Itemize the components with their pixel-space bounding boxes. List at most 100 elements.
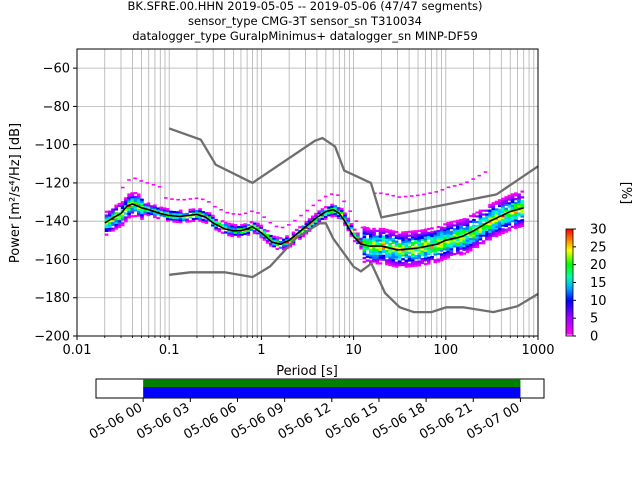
heatmap-cell [217, 228, 222, 231]
heatmap-cell [507, 202, 512, 205]
heatmap-cell [420, 233, 425, 236]
heatmap-cell [491, 232, 496, 235]
heatmap-cell [388, 233, 392, 236]
heatmap-cell [156, 213, 160, 216]
heatmap-cell [349, 223, 354, 226]
heatmap-cell [485, 209, 489, 212]
heatmap-cell [104, 214, 109, 217]
timeline-tick-label: 05-06 09 [229, 400, 287, 442]
heatmap-cell [127, 201, 131, 204]
heatmap-cell [462, 223, 467, 227]
heatmap-cell [236, 225, 241, 229]
heatmap-cell [465, 218, 470, 221]
heatmap-cell [504, 213, 508, 216]
heatmap-cell [514, 213, 518, 216]
heatmap-cell [423, 251, 428, 254]
heatmap-cell [472, 224, 476, 227]
heatmap-cell [507, 196, 512, 199]
heatmap-cell [468, 230, 473, 233]
heatmap-cell [246, 229, 251, 233]
heatmap-cell [459, 251, 463, 254]
heatmap-cell [369, 237, 373, 240]
heatmap-cell [504, 215, 508, 218]
heatmap-cell [385, 251, 389, 254]
heatmap-cell [153, 206, 157, 209]
heatmap-cell [133, 209, 138, 212]
heatmap-cell [478, 228, 483, 231]
heatmap-cell [391, 245, 396, 248]
heatmap-cell [468, 241, 473, 244]
heatmap-cell [449, 232, 454, 235]
heatmap-cell [409, 195, 414, 197]
heatmap-cell [436, 239, 441, 242]
heatmap-cell [510, 195, 515, 198]
y-tick-label: −100 [34, 138, 70, 153]
heatmap-cell [478, 217, 483, 220]
heatmap-cell [342, 200, 346, 203]
heatmap-cell [446, 227, 450, 230]
heatmap-cell [488, 211, 492, 214]
heatmap-cell [414, 230, 418, 233]
heatmap-cell [410, 264, 415, 268]
heatmap-cell [240, 231, 244, 234]
heatmap-cell [236, 227, 241, 231]
heatmap-cell [185, 218, 189, 221]
heatmap-cell [423, 240, 428, 243]
heatmap-cell [385, 249, 389, 252]
heatmap-cell [178, 221, 183, 224]
heatmap-cell [410, 257, 415, 260]
heatmap-cell [507, 223, 512, 226]
heatmap-cell [165, 208, 170, 211]
heatmap-cell [359, 247, 363, 250]
heatmap-cell [520, 221, 525, 224]
heatmap-cell [420, 261, 425, 264]
heatmap-cell [233, 231, 238, 234]
heatmap-cell [430, 227, 434, 230]
heatmap-cell [414, 255, 418, 258]
heatmap-cell [153, 204, 157, 207]
heatmap-cell [127, 212, 131, 215]
heatmap-cell [456, 240, 460, 243]
colorbar-tick-label: 20 [590, 258, 607, 273]
heatmap-cell [120, 222, 125, 225]
heatmap-cell [449, 246, 454, 249]
heatmap-cell [352, 234, 357, 237]
heatmap-cell [497, 224, 502, 227]
heatmap-cell [256, 212, 260, 214]
heatmap-cell [327, 212, 331, 215]
heatmap-cell [420, 252, 425, 255]
timeline-tick-label: 05-07 00 [464, 400, 522, 442]
heatmap-cell [414, 239, 418, 242]
heatmap-cell [223, 221, 228, 224]
heatmap-cell [356, 234, 360, 237]
heatmap-cell [462, 248, 467, 251]
heatmap-cell [220, 223, 225, 227]
heatmap-cell [507, 213, 512, 216]
heatmap-cell [456, 235, 460, 238]
heatmap-cell [130, 205, 135, 208]
heatmap-cell [446, 248, 450, 251]
heatmap-cell [485, 234, 489, 237]
heatmap-cell [475, 240, 479, 243]
heatmap-cell [307, 220, 312, 223]
heatmap-cell [443, 246, 447, 249]
heatmap-cell [188, 216, 193, 219]
heatmap-cell [165, 215, 170, 218]
heatmap-cell [130, 209, 135, 212]
heatmap-cell [417, 239, 421, 242]
heatmap-cell [417, 264, 421, 267]
heatmap-cell [124, 199, 128, 202]
heatmap-cell [456, 238, 460, 242]
heatmap-cell [211, 224, 215, 227]
heatmap-cell [230, 230, 235, 234]
heatmap-cell [365, 246, 370, 249]
heatmap-cell [420, 231, 425, 234]
heatmap-cell [369, 235, 373, 238]
heatmap-cell [410, 230, 415, 233]
heatmap-cell [369, 250, 373, 253]
heatmap-cell [433, 259, 438, 262]
heatmap-cell [501, 220, 505, 223]
heatmap-cell [340, 213, 344, 216]
heatmap-cell [117, 225, 122, 228]
heatmap-cell [124, 197, 128, 200]
